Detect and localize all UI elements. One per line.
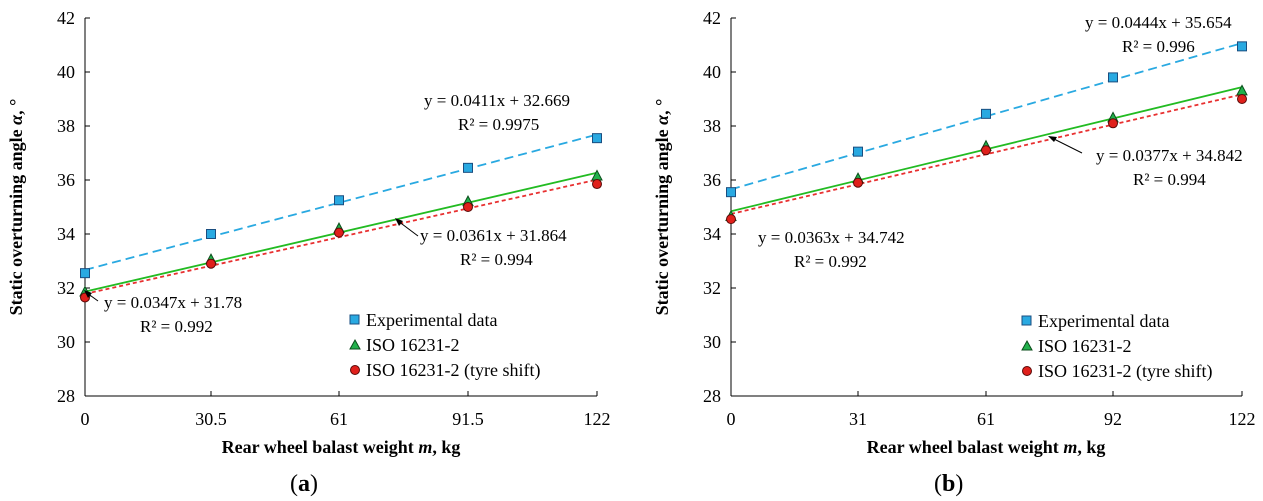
legend-label-iso: ISO 16231-2	[1038, 336, 1132, 356]
y-tick-label: 30	[703, 332, 721, 352]
equation-arrow-head	[1048, 136, 1057, 142]
equation-experimental: y = 0.0444x + 35.654	[1085, 13, 1232, 32]
y-tick-label: 36	[57, 170, 75, 190]
x-tick-label: 61	[330, 409, 348, 429]
data-point-circle	[1108, 118, 1118, 129]
equation-iso: y = 0.0361x + 31.864	[420, 226, 567, 245]
data-point-circle	[726, 214, 736, 225]
trendline-experimental	[730, 42, 1243, 191]
y-axis-label: Static overturning angle α, °	[652, 99, 672, 316]
r2-iso: R² = 0.994	[460, 250, 533, 269]
data-point-square	[1237, 41, 1247, 52]
data-point-square	[726, 187, 736, 198]
legend-label-iso-tyre-shift: ISO 16231-2 (tyre shift)	[1038, 361, 1212, 382]
data-point-circle	[463, 202, 473, 212]
y-tick-label: 34	[57, 224, 75, 244]
x-ticks: 0 31 61 92 122	[727, 391, 1256, 429]
equation-arrow	[1051, 137, 1083, 154]
data-points	[79, 133, 603, 303]
data-point-circle	[853, 177, 863, 188]
r2-experimental: R² = 0.9975	[458, 115, 539, 134]
data-points	[725, 41, 1248, 225]
equation-iso-tyre-shift: y = 0.0363x + 34.742	[758, 228, 905, 247]
data-point-circle	[334, 227, 344, 238]
x-axis-label: Rear wheel balast weight m, kg	[867, 437, 1106, 457]
data-point-square	[981, 108, 991, 119]
chart-panel-a: 28 30 32 34 36 38 40 42 0 30.5 61 91.5 122 Static o…	[6, 8, 611, 497]
r2-experimental: R² = 0.996	[1122, 37, 1195, 56]
x-tick-label: 31	[849, 409, 867, 429]
equation-iso-tyre-shift: y = 0.0347x + 31.78	[104, 293, 242, 312]
chart-panel-b: 28 30 32 34 36 38 40 42 0 31 61 92 122 Static overt…	[652, 8, 1256, 497]
x-tick-label: 122	[584, 409, 611, 429]
legend-label-experimental: Experimental data	[366, 310, 497, 330]
x-tick-label: 0	[727, 409, 736, 429]
x-tick-label: 91.5	[452, 409, 484, 429]
y-tick-label: 36	[703, 170, 721, 190]
data-point-square	[592, 133, 602, 144]
data-point-square	[334, 195, 344, 206]
legend-label-iso: ISO 16231-2	[366, 335, 460, 355]
x-tick-label: 0	[81, 409, 90, 429]
y-tick-label: 28	[703, 386, 721, 406]
data-point-triangle	[1236, 84, 1248, 96]
data-point-square	[80, 268, 90, 279]
x-tick-label: 92	[1104, 409, 1122, 429]
data-point-circle	[1237, 94, 1247, 104]
data-point-circle	[206, 258, 216, 269]
y-ticks: 28 30 32 34 36 38 40 42	[703, 8, 736, 406]
x-tick-label: 122	[1229, 409, 1256, 429]
trendline-experimental	[84, 133, 598, 271]
legend-marker-square	[349, 314, 360, 325]
x-tick-label: 61	[977, 409, 995, 429]
y-tick-label: 28	[57, 386, 75, 406]
legend-marker-circle	[350, 365, 360, 375]
legend: Experimental data ISO 16231-2 ISO 16231-…	[349, 310, 540, 381]
y-tick-label: 42	[703, 8, 721, 28]
data-point-circle	[981, 145, 991, 156]
legend-marker-triangle	[349, 338, 361, 350]
legend-marker-triangle	[1021, 339, 1033, 351]
data-point-circle	[592, 179, 602, 190]
data-point-triangle	[591, 169, 603, 181]
data-point-square	[206, 229, 216, 239]
x-tick-label: 30.5	[195, 409, 227, 429]
legend-label-iso-tyre-shift: ISO 16231-2 (tyre shift)	[366, 360, 540, 381]
panel-label-a: (a)	[290, 471, 318, 497]
y-tick-label: 38	[703, 116, 721, 136]
y-tick-label: 40	[57, 62, 75, 82]
equation-arrow	[397, 220, 419, 237]
y-tick-label: 38	[57, 116, 75, 136]
y-tick-label: 42	[57, 8, 75, 28]
legend-marker-square	[1021, 315, 1032, 326]
y-axis-label: Static overturning angle α, °	[6, 99, 26, 316]
y-ticks: 28 30 32 34 36 38 40 42	[57, 8, 90, 406]
legend-label-experimental: Experimental data	[1038, 311, 1169, 331]
y-tick-label: 34	[703, 224, 721, 244]
trendlines	[84, 133, 598, 295]
y-tick-label: 40	[703, 62, 721, 82]
legend: Experimental data ISO 16231-2 ISO 16231-…	[1021, 311, 1212, 382]
data-point-square	[1108, 72, 1118, 83]
y-tick-label: 32	[703, 278, 721, 298]
equation-arrow-head	[84, 290, 92, 298]
x-axis-label: Rear wheel balast weight m, kg	[222, 437, 461, 457]
axes	[84, 18, 597, 397]
r2-iso-tyre-shift: R² = 0.992	[794, 252, 867, 271]
r2-iso-tyre-shift: R² = 0.992	[140, 317, 213, 336]
r2-iso: R² = 0.994	[1133, 170, 1206, 189]
y-tick-label: 30	[57, 332, 75, 352]
equation-iso: y = 0.0377x + 34.842	[1096, 146, 1243, 165]
y-tick-label: 32	[57, 278, 75, 298]
legend-marker-circle	[1022, 366, 1032, 376]
x-ticks: 0 30.5 61 91.5 122	[81, 391, 611, 429]
panel-label-b: (b)	[934, 471, 963, 497]
axes	[730, 18, 1242, 397]
data-point-square	[853, 146, 863, 157]
data-point-square	[463, 162, 473, 173]
equation-arrow-head	[395, 218, 403, 226]
equation-experimental: y = 0.0411x + 32.669	[424, 91, 570, 110]
